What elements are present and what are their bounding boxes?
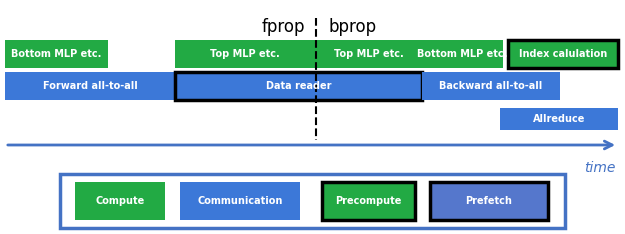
Text: Backward all-to-all: Backward all-to-all — [439, 81, 542, 91]
Text: Communication: Communication — [198, 196, 282, 206]
Text: Allreduce: Allreduce — [532, 114, 585, 124]
Bar — [322, 182, 415, 220]
Text: fprop: fprop — [261, 18, 305, 36]
Text: Top MLP etc.: Top MLP etc. — [210, 49, 280, 59]
Bar — [508, 40, 618, 68]
Text: Data reader: Data reader — [266, 81, 331, 91]
Bar — [5, 72, 175, 100]
Bar — [422, 72, 560, 100]
Bar — [422, 40, 503, 68]
Text: Bottom MLP etc.: Bottom MLP etc. — [11, 49, 102, 59]
Text: Precompute: Precompute — [335, 196, 402, 206]
Bar — [75, 182, 165, 220]
Bar — [180, 182, 300, 220]
Text: Forward all-to-all: Forward all-to-all — [42, 81, 138, 91]
Text: Index calulation: Index calulation — [519, 49, 607, 59]
Bar — [500, 108, 618, 130]
Text: bprop: bprop — [328, 18, 376, 36]
Text: Compute: Compute — [96, 196, 144, 206]
Text: time: time — [584, 161, 615, 175]
Bar — [5, 40, 108, 68]
Bar — [430, 182, 548, 220]
Text: Top MLP etc.: Top MLP etc. — [334, 49, 403, 59]
Bar — [60, 174, 565, 228]
Bar — [175, 40, 315, 68]
Bar — [315, 40, 422, 68]
Text: Bottom MLP etc.: Bottom MLP etc. — [418, 49, 508, 59]
Bar — [175, 72, 422, 100]
Text: Prefetch: Prefetch — [466, 196, 512, 206]
